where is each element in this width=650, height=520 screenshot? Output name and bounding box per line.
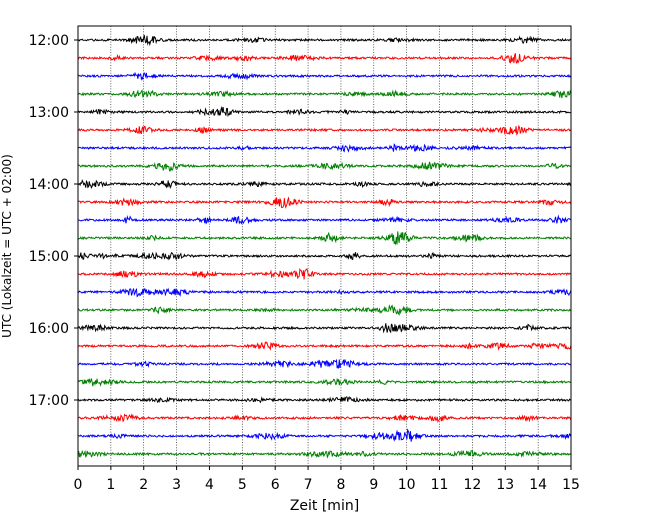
trace-1200 [77, 34, 572, 47]
x-tick-label-10: 10 [398, 477, 416, 493]
x-tick-label-15: 15 [562, 477, 580, 493]
y-axis-title: UTC (Lokalzeit = UTC + 02:00) [0, 154, 14, 338]
plot-frame [77, 25, 572, 467]
x-tick-label-8: 8 [336, 477, 345, 493]
y-tick-label-17:00: 17:00 [29, 393, 69, 409]
x-axis-ticks: 0 1 2 3 4 5 6 7 8 9 10 11 12 13 14 15 [74, 466, 580, 493]
trace-1315 [77, 124, 572, 136]
trace-1430 [78, 214, 572, 225]
y-tick-label-14:00: 14:00 [29, 177, 69, 193]
trace-1215 [77, 53, 572, 65]
x-tick-label-11: 11 [431, 477, 449, 493]
trace-1700 [77, 395, 572, 404]
x-tick-label-12: 12 [463, 477, 481, 493]
x-axis-title: Zeit [min] [290, 498, 359, 514]
trace-1715 [77, 413, 572, 424]
trace-1230 [77, 71, 572, 81]
trace-1445 [77, 231, 572, 246]
trace-1515 [77, 268, 572, 280]
x-tick-label-2: 2 [139, 477, 148, 493]
trace-1545 [77, 303, 572, 316]
trace-1245 [77, 89, 572, 99]
trace-1300 [77, 105, 572, 118]
trace-1530 [77, 287, 572, 298]
x-tick-label-5: 5 [238, 477, 247, 493]
y-tick-label-13:00: 13:00 [29, 105, 69, 121]
trace-1600 [77, 323, 572, 334]
x-tick-label-4: 4 [205, 477, 214, 493]
trace-1730 [77, 428, 572, 442]
trace-1645 [77, 377, 572, 387]
trace-rows [77, 34, 572, 459]
grid-lines [110, 26, 539, 466]
trace-1500 [78, 251, 572, 261]
x-tick-label-7: 7 [304, 477, 313, 493]
y-tick-label-16:00: 16:00 [29, 321, 69, 337]
x-tick-label-1: 1 [106, 477, 115, 493]
trace-1330 [77, 143, 572, 153]
trace-1400 [77, 179, 572, 190]
trace-1345 [77, 161, 572, 172]
trace-1630 [77, 358, 572, 370]
x-tick-label-0: 0 [74, 477, 83, 493]
x-tick-label-3: 3 [172, 477, 181, 493]
trace-1615 [77, 341, 572, 351]
x-tick-label-9: 9 [369, 477, 378, 493]
y-tick-label-15:00: 15:00 [29, 249, 69, 265]
trace-1415 [77, 196, 572, 209]
x-tick-label-6: 6 [271, 477, 280, 493]
x-tick-label-13: 13 [496, 477, 514, 493]
trace-1745 [77, 449, 572, 459]
y-tick-label-12:00: 12:00 [29, 33, 69, 49]
y-axis-ticks: 12:00 13:00 14:00 15:00 16:00 17:00 [29, 33, 78, 409]
x-tick-label-14: 14 [529, 477, 547, 493]
